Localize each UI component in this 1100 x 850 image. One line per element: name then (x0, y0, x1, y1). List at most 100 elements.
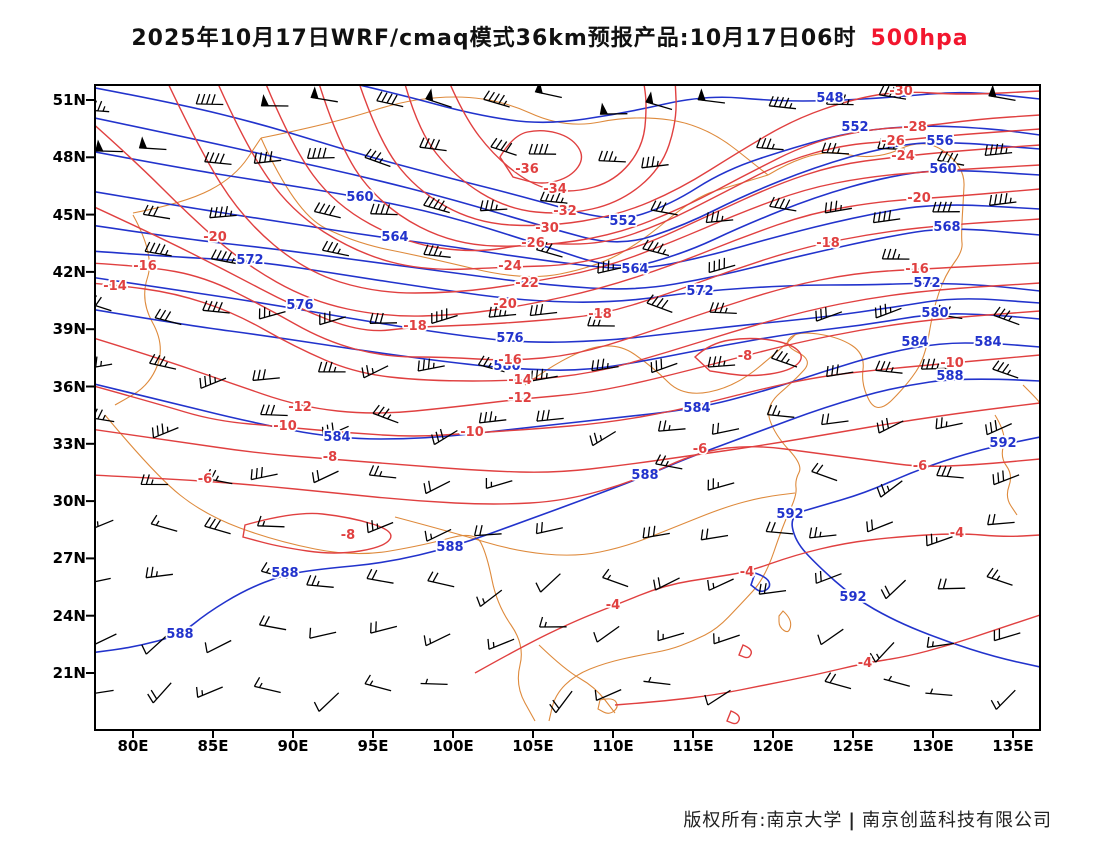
wind-barb (756, 137, 784, 151)
wind-barb (653, 577, 680, 591)
wind-barb (825, 94, 854, 106)
wind-barb (202, 300, 230, 314)
wind-barb (935, 417, 963, 430)
wind-barb (985, 420, 1012, 436)
wind-barb (423, 633, 451, 647)
height-contour-580 (95, 309, 1040, 371)
temp-contour-label: -20 (203, 230, 227, 245)
wind-barb (765, 521, 794, 535)
temp-contour-label: -36 (515, 162, 539, 177)
himalaya-border (104, 414, 536, 722)
wind-barb (361, 365, 389, 379)
wind-barb (423, 196, 450, 214)
temp-contour-label: -6 (693, 442, 707, 457)
height-contour-label: 592 (989, 436, 1016, 451)
wind-barb (642, 239, 670, 257)
copyright-footer: 版权所有:南京大学 | 南京创蓝科技有限公司 (683, 806, 1052, 832)
height-contour-label: 560 (346, 190, 373, 205)
lon-tick-label: 115E (672, 737, 714, 755)
wind-barb-pennant (534, 85, 543, 94)
lon-tick-label: 125E (832, 737, 874, 755)
wind-barb (926, 636, 955, 648)
temp-contour--32 (404, 85, 677, 214)
wind-barb (711, 422, 740, 435)
wind-barb (700, 528, 729, 541)
wind-barb (707, 355, 736, 368)
wind-barb (95, 356, 113, 368)
temp-contour-label: -18 (816, 236, 840, 251)
height-contour-label: 564 (621, 262, 648, 277)
footer-separator: | (848, 810, 856, 831)
wind-barb (990, 689, 1016, 710)
wind-barb (872, 210, 901, 224)
temp-contour--4 (738, 644, 753, 659)
wind-barb (878, 85, 907, 100)
japan-arc-1 (994, 414, 1018, 516)
wind-barb (370, 621, 398, 634)
wind-barb (538, 616, 567, 628)
wind-barb (536, 409, 564, 422)
temp-contour--14 (95, 282, 1040, 382)
wind-barb (708, 257, 736, 274)
wind-barb (205, 468, 233, 485)
wind-barb (306, 574, 334, 588)
temp-contour--8 (693, 337, 802, 377)
wind-barb (704, 689, 731, 706)
height-contour-label: 576 (286, 298, 313, 313)
lat-tick-label: 33N (52, 434, 86, 453)
wind-barb (646, 294, 673, 314)
wind-barb (535, 522, 563, 535)
temp-contour-label: -8 (341, 528, 355, 543)
height-contour-label: 552 (609, 214, 636, 229)
height-contour-560 (95, 151, 1040, 267)
temp-contour--24 (217, 85, 1040, 271)
wind-barb (427, 571, 455, 588)
wind-barb (602, 568, 629, 588)
temp-contour--12 (95, 310, 1040, 414)
wind-barb-pennant (599, 102, 609, 115)
wind-barb (319, 311, 346, 326)
lat-tick-label: 30N (52, 492, 86, 511)
height-contour-label: 584 (683, 401, 710, 416)
wind-barb (877, 138, 905, 151)
wind-barb (808, 526, 837, 539)
height-contour-label: 584 (901, 335, 928, 350)
wind-barb (144, 241, 172, 257)
wind-barb (880, 579, 907, 600)
temp-contour--30 (358, 85, 1040, 227)
wind-barb (364, 148, 391, 168)
wind-barb (195, 93, 224, 106)
temp-contour-label: -10 (460, 425, 484, 440)
wind-barb (881, 248, 910, 260)
lon-tick-label: 90E (277, 737, 309, 755)
wind-barb (490, 137, 517, 156)
wind-barb (423, 244, 451, 258)
yellow-river (524, 334, 796, 394)
wind-barb (707, 478, 735, 491)
basemap-layer (104, 96, 1040, 722)
wind-barb (321, 240, 350, 257)
wind-barb (597, 260, 625, 274)
lon-tick-label: 80E (117, 737, 149, 755)
temp-contour--18 (95, 206, 1040, 332)
company-name: 南京创蓝科技有限公司 (862, 810, 1052, 831)
wind-barb (253, 676, 281, 694)
height-contour-label: 592 (839, 590, 866, 605)
lon-tick-label: 95E (357, 737, 389, 755)
wind-barb (476, 589, 503, 608)
wind-barb (920, 358, 949, 370)
temp-contour--16 (95, 262, 1040, 361)
wind-barb (993, 306, 1020, 326)
wind-barb (768, 95, 797, 110)
wind-barb (311, 470, 339, 484)
wind-barb (313, 692, 340, 712)
temp-contour-label: -10 (273, 419, 297, 434)
wind-barb (925, 688, 953, 697)
west-border-1 (132, 137, 262, 214)
wind-barb (209, 205, 237, 219)
height-contour-592 (750, 571, 771, 593)
temp-contour-label: -8 (738, 349, 752, 364)
wind-barb (309, 627, 337, 639)
wind-barb (992, 360, 1019, 379)
yangtze-river (394, 492, 796, 556)
